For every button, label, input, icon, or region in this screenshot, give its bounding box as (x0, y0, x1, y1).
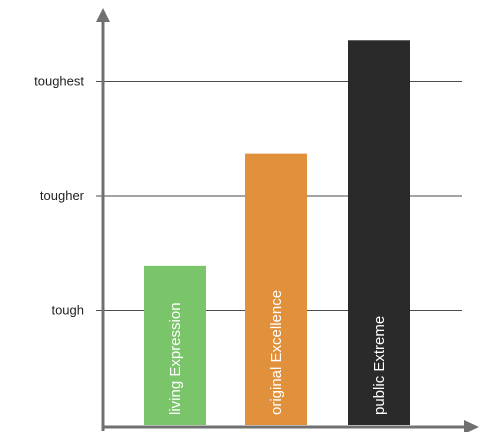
y-tick-label-toughest: toughest (34, 74, 84, 89)
y-tick-label-tougher: tougher (40, 188, 85, 203)
bars (144, 40, 410, 425)
bar-label-3: public Extreme (371, 316, 388, 415)
y-tick-label-tough: tough (51, 303, 84, 318)
y-axis-arrow (96, 8, 110, 22)
bar-2 (245, 153, 307, 425)
bar-1 (144, 265, 206, 425)
labels: tough tougher toughest living Expression ori… (34, 74, 388, 416)
bar-label-1: living Expression (167, 302, 184, 415)
x-axis-arrow (464, 420, 479, 432)
axes (96, 8, 479, 432)
bar-3 (348, 40, 410, 425)
bar-label-2: original Excellence (268, 290, 285, 415)
